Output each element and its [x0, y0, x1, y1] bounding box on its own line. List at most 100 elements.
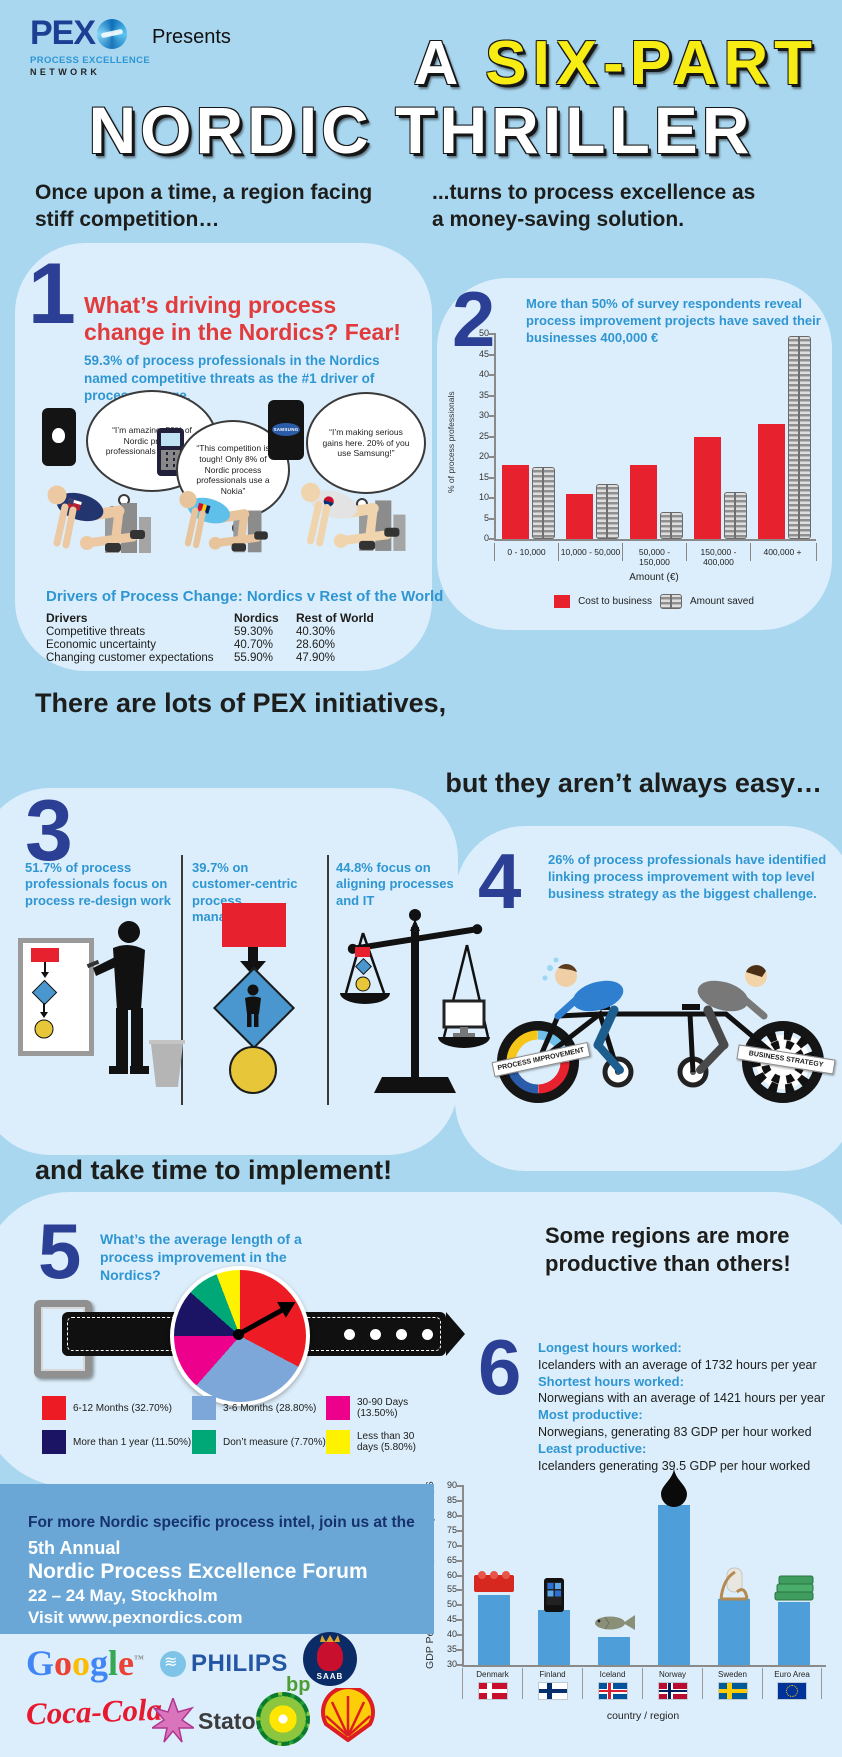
- flag-cross: [658, 1689, 687, 1693]
- section4-text: 26% of process professionals have identi…: [548, 852, 827, 901]
- footer-line1: For more Nordic specific process intel, …: [28, 1514, 415, 1531]
- phone-keypad: [161, 450, 180, 470]
- eu-flag-icon: [778, 1683, 806, 1699]
- gdp-bar: [718, 1599, 750, 1665]
- bp-helios-icon: [256, 1692, 310, 1746]
- category-label: 400,000 +: [750, 543, 814, 561]
- y-tick-label: 10: [478, 492, 489, 502]
- y-tick-label: 35: [478, 389, 489, 400]
- footer-line2: 5th Annual: [28, 1538, 121, 1558]
- philips-logo: PHILIPS: [160, 1650, 288, 1678]
- y-tick-mark: [456, 1574, 464, 1577]
- bar-group: [694, 436, 748, 539]
- y-tick-mark: [488, 497, 496, 499]
- google-letter: e: [118, 1643, 135, 1683]
- section4-number: 4: [478, 837, 521, 925]
- category-label: Sweden: [718, 1670, 747, 1679]
- column-divider: [181, 855, 183, 1105]
- y-tick-label: 30: [446, 1659, 457, 1669]
- iceland-flag-icon: [598, 1683, 627, 1699]
- amount-saved-coin-stack: [660, 512, 683, 539]
- section6-facts: Longest hours worked: Icelanders with an…: [538, 1340, 834, 1475]
- section1-heading: What’s driving process change in the Nor…: [84, 292, 401, 346]
- category-label: 0 - 10,000: [494, 543, 558, 561]
- table-cell: 55.90%: [234, 652, 274, 664]
- y-tick-mark: [488, 333, 496, 335]
- y-tick-label: 40: [446, 1629, 457, 1640]
- y-tick-label: 50: [446, 1599, 457, 1610]
- saab-griffin-icon: [317, 1641, 343, 1671]
- gdp-chart-plot: 90 85 80 75 70 65 60 55 50 45 40 35 30: [447, 1467, 826, 1669]
- clock-center-icon: [233, 1329, 244, 1340]
- title-line2: NORDIC THRILLER: [88, 93, 754, 167]
- fact-value: Norwegians, generating 83 GDP per hour w…: [538, 1424, 812, 1439]
- google-letter: g: [90, 1643, 109, 1683]
- table-cell: 40.30%: [296, 626, 336, 638]
- flag-cross: [598, 1689, 627, 1693]
- cost-to-business-bar: [694, 436, 721, 539]
- y-tick-label: 15: [478, 471, 489, 482]
- title-a: A: [413, 29, 486, 98]
- bar-slot: [650, 1467, 698, 1665]
- y-tick-mark: [456, 1664, 464, 1666]
- gdp-bar: [478, 1594, 510, 1665]
- table-cell: 59.30%: [234, 626, 274, 638]
- samsung-phone-icon: SAMSUNG: [268, 400, 304, 460]
- trash-can-icon: [148, 1040, 186, 1088]
- pex-logo-line2: NETWORK: [30, 67, 101, 77]
- footer-band: For more Nordic specific process intel, …: [0, 1484, 434, 1634]
- table-cell: 47.90%: [296, 652, 336, 664]
- y-tick-label: 50: [478, 328, 489, 338]
- y-tick-mark: [488, 374, 496, 376]
- fact-label: Least productive:: [538, 1440, 647, 1456]
- google-letter: l: [108, 1643, 119, 1683]
- norway-flag-icon: [658, 1683, 687, 1699]
- whiteboard-flowchart-icon: [18, 938, 94, 1056]
- y-tick-label: 25: [478, 430, 489, 441]
- y-tick-mark: [488, 415, 496, 417]
- fact-label: Most productive:: [538, 1407, 643, 1423]
- bar-slot: [530, 1486, 578, 1665]
- legend-item: More than 1 year (11.50%): [42, 1430, 192, 1454]
- y-tick-mark: [456, 1559, 464, 1562]
- drivers-table: Drivers of Process Change: Nordics v Res…: [46, 588, 443, 664]
- belt-hole: [422, 1329, 433, 1340]
- google-letter: o: [72, 1643, 91, 1683]
- category-cell: Finland: [522, 1668, 582, 1699]
- bubble-quote: “I’m amazing. 50% of Nordic process prof…: [105, 425, 199, 457]
- bar-group: [502, 465, 556, 539]
- presents-text: Presents: [152, 26, 231, 48]
- cost-to-business-bar: [566, 493, 593, 539]
- section5-number: 5: [38, 1207, 81, 1295]
- samsung-logo-label: SAMSUNG: [272, 423, 300, 436]
- table-cell: Changing customer expectations: [46, 652, 214, 664]
- pie-legend: 6-12 Months (32.70%) 3-6 Months (28.80%) 3…: [42, 1396, 438, 1454]
- y-tick-label: 30: [478, 410, 489, 420]
- section3-col3-text: 44.8% focus on aligning processes and IT: [336, 860, 454, 908]
- finland-flag-icon: [538, 1683, 567, 1699]
- savings-chart-plot: 50 45 40 35 30 25 20 15 10 5 0: [479, 328, 816, 543]
- table-cell: Competitive threats: [46, 626, 146, 638]
- amount-saved-coin-stack: [532, 467, 555, 539]
- legend-label: Amount saved: [690, 596, 754, 607]
- legend-item: 3-6 Months (28.80%): [192, 1396, 326, 1420]
- category-cell: Euro Area: [762, 1668, 822, 1699]
- section2-text: More than 50% of survey respondents reve…: [526, 296, 821, 345]
- legend-swatch: [192, 1430, 216, 1454]
- bar-group: [630, 465, 684, 539]
- section3-col1-text: 51.7% of process professionals focus on …: [25, 860, 171, 908]
- savings-chart-ylabel: % of process professionals: [446, 391, 456, 493]
- y-tick-label: 85: [446, 1494, 457, 1505]
- statoil-star-icon: [152, 1698, 194, 1743]
- intro-right: ...turns to process excellence as a mone…: [432, 181, 756, 231]
- y-tick-label: 55: [446, 1584, 457, 1595]
- google-letter: o: [54, 1643, 73, 1683]
- y-tick-mark: [456, 1604, 464, 1607]
- flag-cross: [538, 1689, 567, 1693]
- process-box-icon: [222, 903, 286, 947]
- category-label: Euro Area: [774, 1670, 810, 1679]
- col-header: Rest of World: [296, 611, 374, 625]
- y-tick-label: 35: [446, 1644, 457, 1655]
- flag-cross: [478, 1689, 507, 1693]
- lego-icon: [471, 1563, 517, 1597]
